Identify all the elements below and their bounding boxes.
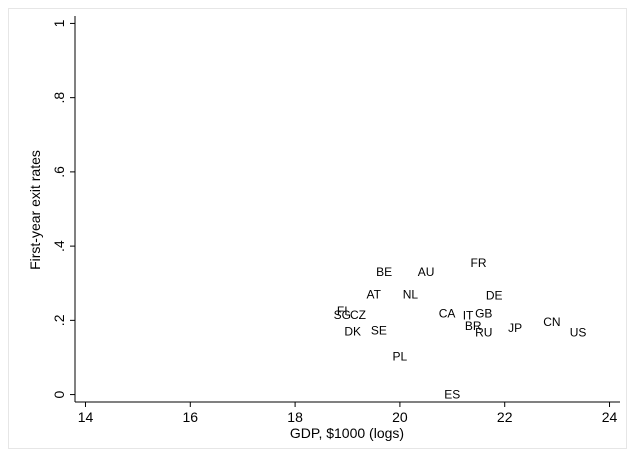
y-tick-label: 0 [51,390,67,398]
data-point-label: US [570,326,587,340]
data-point-label: BE [376,265,392,279]
data-point-label: CA [439,307,456,321]
data-point-label: JP [508,321,522,335]
x-tick-label: 22 [497,409,513,425]
x-tick-label: 24 [602,409,618,425]
y-tick-label: .8 [51,92,67,104]
data-point-label: DK [344,324,361,338]
data-point-label: CZ [350,308,366,322]
data-point-label: AU [418,265,435,279]
data-point-label: GB [475,307,492,321]
y-axis-title: First-year exit rates [27,150,43,270]
data-point-label: RU [475,326,492,340]
y-tick-label: 1 [51,19,67,27]
data-point-label: CN [543,315,560,329]
data-point-label: DE [486,288,503,302]
x-tick-label: 14 [78,409,94,425]
x-tick-label: 16 [182,409,198,425]
y-axis-ticks: 0 .2 .4 .6 .8 1 [51,19,75,398]
data-point-label: SG [334,308,351,322]
y-tick-label: .2 [51,314,67,326]
data-point-label: BR [465,319,482,333]
data-point-label: IT [463,309,474,323]
data-point-label: NL [403,287,419,301]
x-tick-label: 20 [392,409,408,425]
data-point-label: FI [337,304,348,318]
y-tick-label: .6 [51,166,67,178]
data-point-label: AT [366,287,381,301]
plot-area [75,16,620,402]
x-axis-title: GDP, $1000 (logs) [290,425,404,441]
data-point-label: FR [471,256,487,270]
outer-border [8,8,627,449]
x-axis-ticks: 14 16 18 20 22 24 [78,402,618,425]
data-point-label: SE [371,324,387,338]
data-point-label: PL [393,350,408,364]
x-tick-label: 18 [287,409,303,425]
data-point-label: ES [444,388,460,402]
y-tick-label: .4 [51,240,67,252]
